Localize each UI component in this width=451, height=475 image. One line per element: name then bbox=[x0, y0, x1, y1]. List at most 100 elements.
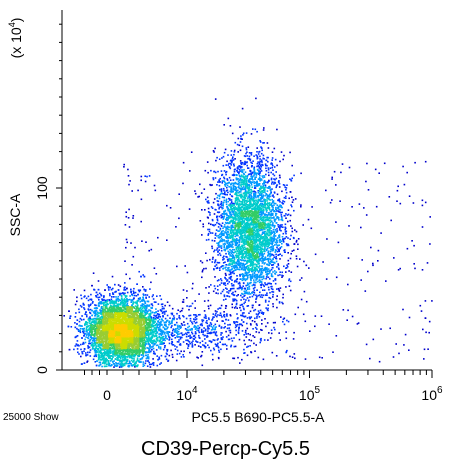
event-dot bbox=[264, 191, 266, 194]
event-dot bbox=[239, 273, 241, 276]
event-dot bbox=[234, 250, 237, 253]
event-dot bbox=[181, 336, 183, 339]
event-dot bbox=[138, 270, 140, 273]
event-dot bbox=[230, 265, 233, 268]
event-dot bbox=[210, 232, 212, 234]
event-dot bbox=[275, 253, 277, 256]
event-dot bbox=[88, 334, 91, 336]
event-dot bbox=[85, 328, 88, 331]
event-dot bbox=[140, 304, 142, 307]
event-dot bbox=[275, 355, 278, 357]
event-dot bbox=[195, 318, 198, 320]
event-dot bbox=[262, 195, 264, 197]
event-dot bbox=[112, 361, 114, 363]
event-dot bbox=[266, 164, 268, 167]
event-dot bbox=[311, 206, 313, 208]
event-dot bbox=[239, 284, 241, 287]
event-dot bbox=[285, 271, 287, 273]
event-dot bbox=[215, 192, 217, 195]
event-dot bbox=[220, 314, 222, 317]
event-dot bbox=[233, 248, 235, 251]
event-dot bbox=[135, 362, 137, 364]
event-dot bbox=[243, 162, 246, 165]
event-dot bbox=[246, 317, 249, 319]
event-dot bbox=[137, 293, 139, 296]
event-dot bbox=[243, 339, 245, 342]
event-dot bbox=[221, 174, 223, 177]
event-dot bbox=[142, 294, 145, 296]
event-dot bbox=[250, 172, 252, 174]
event-dot bbox=[76, 335, 79, 337]
event-dot bbox=[74, 336, 77, 339]
event-dot bbox=[260, 159, 263, 161]
event-dot bbox=[231, 257, 234, 260]
event-dot bbox=[261, 214, 263, 216]
event-dot bbox=[220, 278, 222, 280]
event-dot bbox=[94, 311, 97, 313]
event-dot bbox=[262, 269, 265, 272]
event-dot bbox=[261, 192, 263, 195]
event-dot bbox=[413, 263, 415, 265]
event-dot bbox=[231, 272, 234, 274]
event-dot bbox=[276, 241, 278, 243]
event-dot bbox=[220, 189, 223, 191]
event-dot bbox=[222, 207, 224, 209]
event-dot bbox=[239, 170, 242, 172]
event-dot bbox=[258, 216, 261, 219]
event-dot bbox=[236, 201, 239, 203]
event-dot bbox=[136, 358, 139, 361]
event-dot bbox=[191, 345, 194, 347]
event-dot bbox=[340, 171, 342, 174]
event-dot bbox=[225, 201, 228, 203]
event-dot bbox=[236, 250, 238, 252]
event-dot bbox=[156, 295, 158, 297]
event-dot bbox=[176, 331, 178, 334]
event-dot bbox=[236, 255, 238, 257]
event-dot bbox=[159, 325, 161, 328]
event-dot bbox=[267, 160, 269, 163]
event-dot bbox=[242, 208, 245, 211]
event-dot bbox=[273, 183, 275, 185]
event-dot bbox=[265, 193, 267, 195]
event-dot bbox=[292, 236, 295, 239]
event-dot bbox=[240, 256, 243, 258]
event-dot bbox=[248, 271, 250, 274]
event-dot bbox=[251, 292, 254, 294]
event-dot bbox=[150, 350, 152, 353]
event-dot bbox=[168, 323, 170, 326]
event-dot bbox=[271, 275, 274, 278]
event-dot bbox=[201, 340, 204, 342]
event-dot bbox=[241, 237, 244, 240]
event-dot bbox=[277, 263, 279, 265]
event-dot bbox=[222, 180, 224, 182]
event-dot bbox=[231, 229, 233, 231]
event-dot bbox=[153, 350, 155, 353]
event-dot bbox=[204, 342, 207, 344]
event-dot bbox=[220, 282, 223, 284]
event-dot bbox=[109, 294, 111, 297]
event-dot bbox=[175, 226, 177, 228]
event-dot bbox=[243, 192, 245, 195]
event-dot bbox=[424, 300, 427, 302]
event-dot bbox=[149, 344, 152, 346]
event-dot bbox=[256, 185, 258, 187]
event-dot bbox=[378, 360, 381, 363]
event-dot bbox=[190, 336, 193, 339]
event-dot bbox=[234, 211, 237, 213]
event-dot bbox=[85, 332, 87, 335]
event-dot bbox=[250, 339, 253, 342]
event-dot bbox=[291, 177, 293, 180]
event-dot bbox=[87, 322, 89, 324]
event-dot bbox=[206, 161, 209, 163]
event-dot bbox=[202, 223, 204, 225]
event-dot bbox=[246, 206, 249, 208]
event-dot bbox=[225, 255, 227, 258]
event-dot bbox=[238, 281, 241, 284]
event-dot bbox=[222, 155, 225, 158]
event-dot bbox=[234, 186, 237, 188]
event-dot bbox=[247, 283, 249, 286]
event-dot bbox=[118, 292, 121, 295]
event-dot bbox=[150, 316, 152, 318]
event-dot bbox=[160, 298, 163, 301]
event-dot bbox=[272, 245, 274, 247]
